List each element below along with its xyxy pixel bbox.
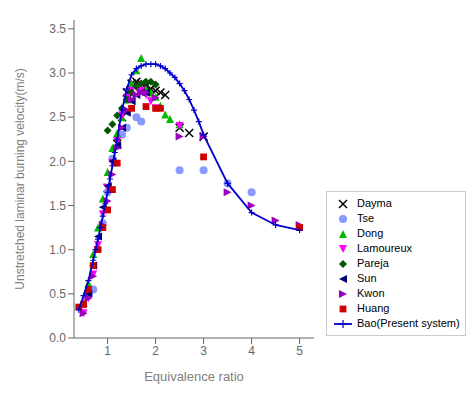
html-text:Tse: Tse bbox=[357, 212, 375, 224]
html-text:Bao(Present system): Bao(Present system) bbox=[357, 317, 460, 329]
html-text:Huang: Huang bbox=[357, 302, 390, 314]
svg-text:5: 5 bbox=[296, 344, 303, 358]
svg-text:3.5: 3.5 bbox=[49, 22, 66, 36]
html-text:Dong: Dong bbox=[357, 227, 384, 239]
svg-text:3.0: 3.0 bbox=[49, 66, 66, 80]
svg-text:2: 2 bbox=[152, 344, 159, 358]
svg-text:1.0: 1.0 bbox=[49, 243, 66, 257]
html-text:Pareja: Pareja bbox=[357, 257, 389, 269]
svg-text:1: 1 bbox=[104, 344, 111, 358]
html-text:Kwon: Kwon bbox=[357, 287, 385, 299]
svg-text:2.0: 2.0 bbox=[49, 155, 66, 169]
html-text:Lamoureux: Lamoureux bbox=[357, 242, 412, 254]
html-text:Sun: Sun bbox=[357, 272, 377, 284]
svg-text:1.5: 1.5 bbox=[49, 199, 66, 213]
svg-text:2.5: 2.5 bbox=[49, 110, 66, 124]
svg-text:0.5: 0.5 bbox=[49, 287, 66, 301]
svg-text:4: 4 bbox=[248, 344, 255, 358]
svg-text:Equivalence ratio: Equivalence ratio bbox=[144, 369, 244, 384]
html-text:Dayma: Dayma bbox=[357, 197, 392, 209]
svg-text:Unstretched laminar burning ve: Unstretched laminar burning velocity(m/s… bbox=[13, 68, 27, 289]
svg-text:0.0: 0.0 bbox=[49, 331, 66, 345]
svg-text:3: 3 bbox=[200, 344, 207, 358]
